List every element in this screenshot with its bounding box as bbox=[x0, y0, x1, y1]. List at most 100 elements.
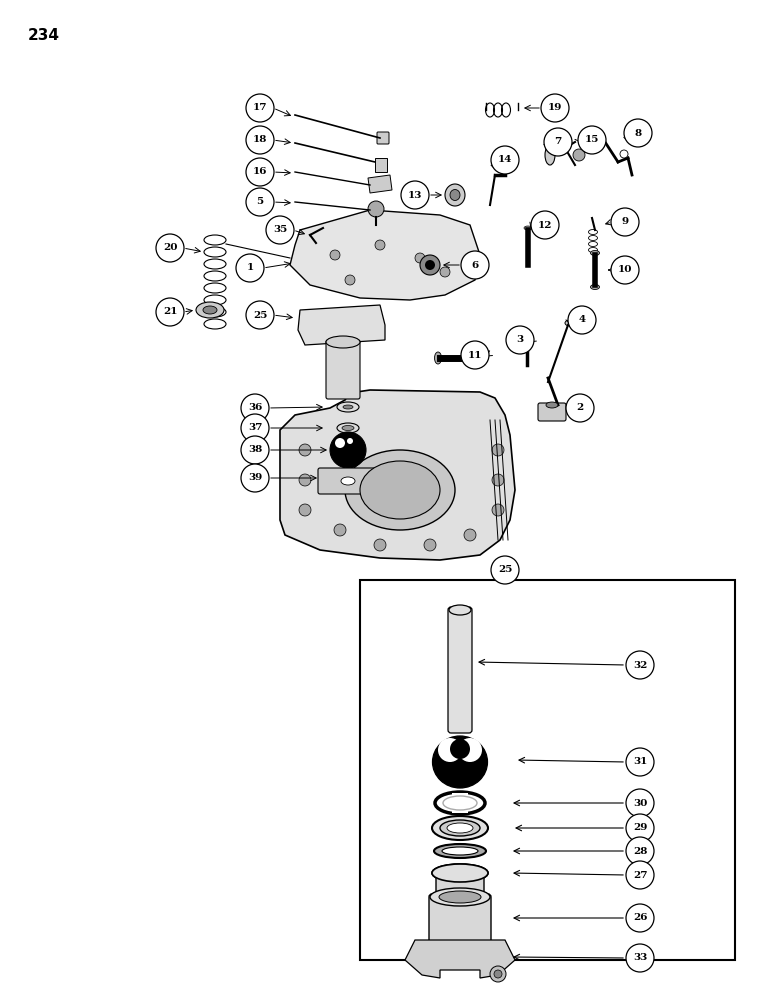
Ellipse shape bbox=[523, 336, 531, 340]
Ellipse shape bbox=[360, 461, 440, 519]
Circle shape bbox=[566, 394, 594, 422]
Text: 7: 7 bbox=[555, 137, 562, 146]
Circle shape bbox=[611, 256, 639, 284]
Text: 28: 28 bbox=[633, 846, 647, 856]
Circle shape bbox=[620, 150, 628, 158]
Circle shape bbox=[241, 394, 269, 422]
Circle shape bbox=[626, 814, 654, 842]
Polygon shape bbox=[405, 940, 515, 978]
Ellipse shape bbox=[432, 864, 488, 882]
Circle shape bbox=[491, 556, 519, 584]
Circle shape bbox=[241, 436, 269, 464]
Text: 10: 10 bbox=[618, 265, 633, 274]
Text: 35: 35 bbox=[273, 226, 287, 234]
Ellipse shape bbox=[524, 226, 532, 230]
Circle shape bbox=[578, 126, 606, 154]
Ellipse shape bbox=[545, 145, 555, 165]
Circle shape bbox=[492, 474, 504, 486]
FancyBboxPatch shape bbox=[360, 580, 735, 960]
Circle shape bbox=[347, 438, 353, 444]
Ellipse shape bbox=[439, 891, 481, 903]
Ellipse shape bbox=[450, 190, 460, 200]
Ellipse shape bbox=[445, 184, 465, 206]
Circle shape bbox=[492, 504, 504, 516]
Circle shape bbox=[626, 789, 654, 817]
Text: 18: 18 bbox=[253, 135, 268, 144]
Ellipse shape bbox=[434, 352, 441, 364]
Circle shape bbox=[450, 739, 470, 759]
Ellipse shape bbox=[430, 888, 490, 906]
Text: 19: 19 bbox=[548, 104, 562, 112]
Text: 20: 20 bbox=[163, 243, 177, 252]
Circle shape bbox=[491, 146, 519, 174]
Ellipse shape bbox=[432, 736, 488, 788]
Ellipse shape bbox=[447, 823, 473, 833]
Circle shape bbox=[246, 158, 274, 186]
Ellipse shape bbox=[337, 423, 359, 433]
Circle shape bbox=[156, 234, 184, 262]
Text: 3: 3 bbox=[516, 336, 523, 344]
Circle shape bbox=[415, 253, 425, 263]
Text: 5: 5 bbox=[257, 198, 264, 207]
Circle shape bbox=[236, 254, 264, 282]
Text: 9: 9 bbox=[622, 218, 629, 227]
Circle shape bbox=[420, 255, 440, 275]
Circle shape bbox=[541, 94, 569, 122]
Circle shape bbox=[299, 504, 311, 516]
Circle shape bbox=[368, 201, 384, 217]
Circle shape bbox=[461, 341, 489, 369]
Circle shape bbox=[458, 738, 482, 762]
Text: 21: 21 bbox=[163, 308, 177, 316]
Circle shape bbox=[425, 260, 435, 270]
Text: 15: 15 bbox=[585, 135, 599, 144]
Ellipse shape bbox=[442, 847, 478, 855]
Circle shape bbox=[626, 904, 654, 932]
Ellipse shape bbox=[337, 402, 359, 412]
Circle shape bbox=[345, 275, 355, 285]
Text: 14: 14 bbox=[498, 155, 512, 164]
Circle shape bbox=[544, 128, 572, 156]
Ellipse shape bbox=[203, 306, 217, 314]
FancyBboxPatch shape bbox=[326, 340, 360, 399]
Circle shape bbox=[334, 524, 346, 536]
Text: 234: 234 bbox=[28, 28, 60, 43]
Ellipse shape bbox=[440, 820, 480, 836]
Circle shape bbox=[461, 251, 489, 279]
Circle shape bbox=[241, 464, 269, 492]
Circle shape bbox=[506, 326, 534, 354]
Text: 31: 31 bbox=[633, 758, 647, 766]
Text: 25: 25 bbox=[498, 566, 512, 574]
Circle shape bbox=[335, 438, 345, 448]
Text: 16: 16 bbox=[253, 167, 268, 176]
Circle shape bbox=[299, 474, 311, 486]
Circle shape bbox=[494, 970, 502, 978]
Circle shape bbox=[246, 94, 274, 122]
Polygon shape bbox=[368, 175, 392, 193]
Text: 26: 26 bbox=[633, 914, 647, 922]
Text: 1: 1 bbox=[246, 263, 254, 272]
Text: 27: 27 bbox=[633, 870, 647, 880]
Circle shape bbox=[611, 208, 639, 236]
Circle shape bbox=[624, 119, 652, 147]
Circle shape bbox=[626, 944, 654, 972]
Polygon shape bbox=[280, 390, 515, 560]
Circle shape bbox=[531, 211, 559, 239]
Ellipse shape bbox=[434, 844, 486, 858]
Circle shape bbox=[626, 837, 654, 865]
Text: 2: 2 bbox=[576, 403, 583, 412]
FancyBboxPatch shape bbox=[448, 607, 472, 733]
Ellipse shape bbox=[342, 426, 354, 430]
Ellipse shape bbox=[546, 402, 558, 408]
Text: 30: 30 bbox=[633, 798, 647, 808]
Ellipse shape bbox=[432, 816, 488, 840]
Circle shape bbox=[464, 529, 476, 541]
Circle shape bbox=[156, 298, 184, 326]
Circle shape bbox=[626, 748, 654, 776]
Circle shape bbox=[438, 738, 462, 762]
Text: 4: 4 bbox=[579, 316, 586, 324]
Polygon shape bbox=[298, 305, 385, 345]
Text: 13: 13 bbox=[408, 190, 422, 200]
Circle shape bbox=[375, 240, 385, 250]
Circle shape bbox=[492, 444, 504, 456]
Text: 37: 37 bbox=[248, 424, 262, 432]
